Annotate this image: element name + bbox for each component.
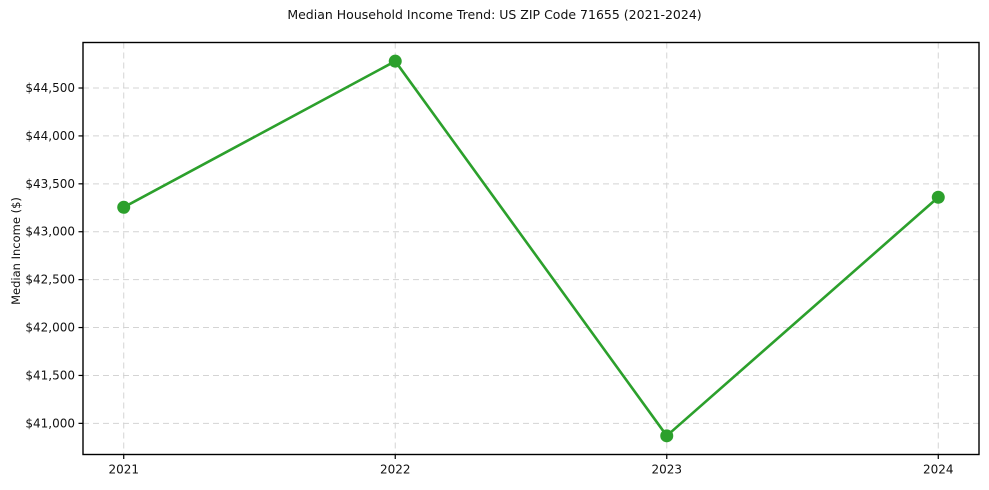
y-tick-label: $42,000 <box>25 321 75 335</box>
axes-frame <box>82 41 980 456</box>
data-point <box>117 200 131 214</box>
data-point <box>660 429 674 443</box>
y-tick-label: $44,500 <box>25 81 75 95</box>
y-tick-label: $44,000 <box>25 129 75 143</box>
y-tick-label: $42,500 <box>25 273 75 287</box>
x-tick-label: 2023 <box>651 463 682 477</box>
y-tick-label: $43,000 <box>25 225 75 239</box>
x-tick-label: 2022 <box>380 463 411 477</box>
trend-line <box>122 59 940 438</box>
x-tick-label: 2021 <box>108 463 139 477</box>
chart-title: Median Household Income Trend: US ZIP Co… <box>287 7 702 22</box>
y-tick-label: $43,500 <box>25 177 75 191</box>
y-tick-label: $41,500 <box>25 368 75 382</box>
y-axis-label: Median Income ($) <box>9 197 23 305</box>
data-point <box>931 190 945 204</box>
data-point <box>388 54 402 68</box>
y-tick-label: $41,000 <box>25 416 75 430</box>
x-tick-label: 2024 <box>923 463 954 477</box>
